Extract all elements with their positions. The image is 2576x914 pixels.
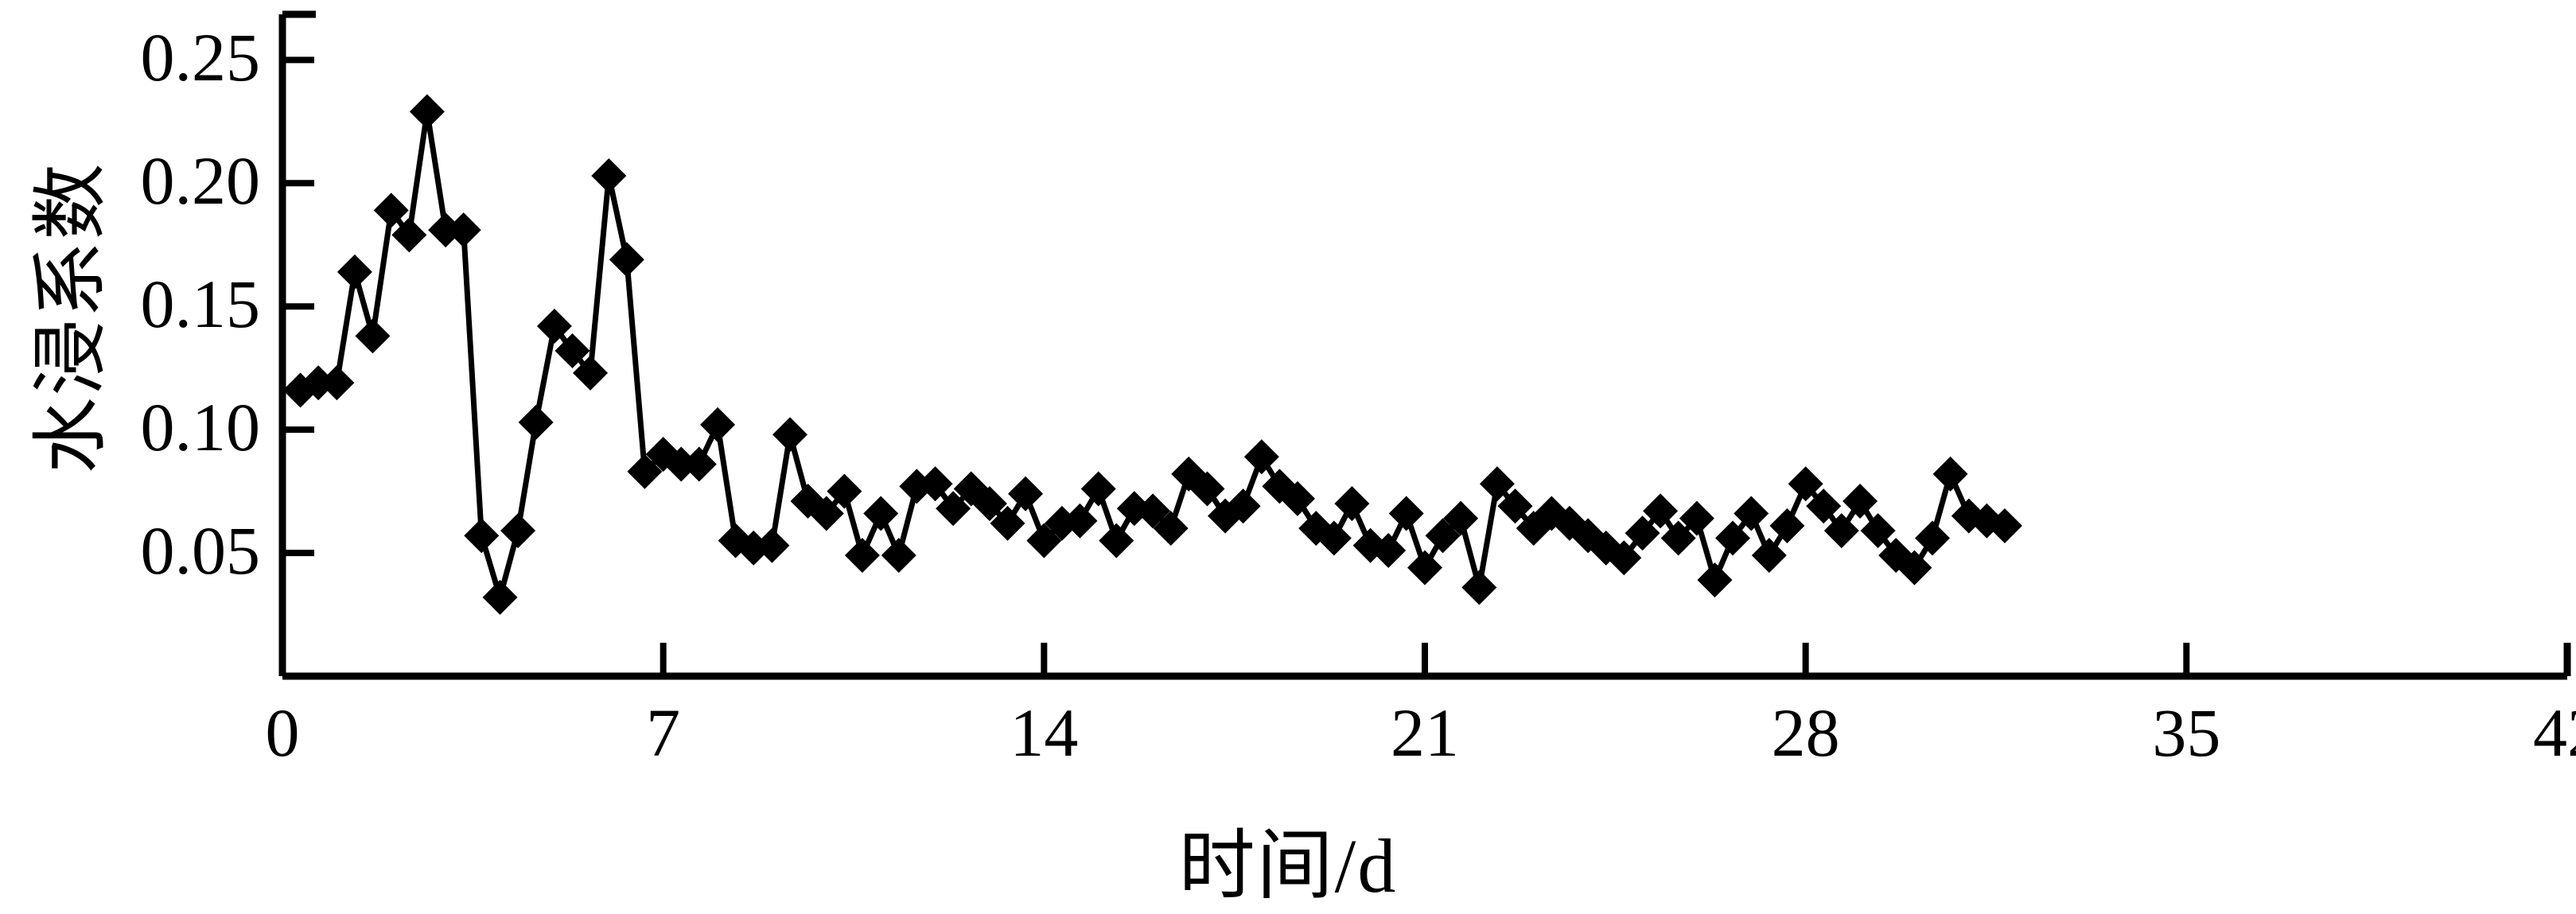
data-point-marker	[863, 496, 899, 531]
data-point-marker	[301, 365, 337, 401]
data-point-marker	[446, 212, 481, 248]
data-point-marker	[573, 355, 609, 391]
data-point-marker	[1334, 486, 1370, 522]
data-point-marker	[1425, 518, 1461, 554]
data-point-marker	[500, 513, 536, 549]
data-point-marker	[1606, 540, 1642, 576]
data-point-marker	[790, 483, 826, 519]
data-point-marker	[1225, 488, 1261, 524]
x-axis-title: 时间/d	[1178, 823, 1398, 908]
y-tick-label: 0.10	[140, 389, 261, 466]
data-point-marker	[827, 473, 862, 509]
data-point-marker	[1751, 538, 1787, 574]
data-point-marker	[555, 333, 590, 368]
data-point-marker	[754, 527, 790, 563]
data-point-marker	[1860, 513, 1896, 549]
data-point-marker	[1897, 550, 1932, 585]
data-point-marker	[337, 254, 372, 290]
x-tick-label: 21	[1391, 694, 1459, 771]
data-point-marker	[844, 538, 880, 574]
x-tick-label: 28	[1771, 694, 1840, 771]
data-point-marker	[936, 491, 971, 527]
data-point-marker	[373, 193, 409, 228]
data-point-marker	[1625, 515, 1660, 551]
data-point-marker	[482, 579, 518, 615]
data-point-marker	[1986, 508, 2022, 543]
y-tick-label: 0.20	[140, 142, 261, 220]
data-point-marker	[409, 94, 445, 130]
data-series-markers	[282, 94, 2022, 615]
data-point-marker	[1026, 523, 1062, 558]
data-point-marker	[681, 446, 717, 482]
data-point-marker	[1643, 493, 1679, 529]
data-point-marker	[1843, 483, 1878, 519]
data-point-marker	[1715, 520, 1751, 556]
data-point-marker	[355, 318, 391, 354]
data-point-marker	[1279, 480, 1315, 516]
data-point-marker	[917, 466, 953, 502]
data-point-marker	[663, 446, 699, 482]
data-point-marker	[1660, 520, 1696, 556]
data-point-marker	[1679, 500, 1714, 536]
data-point-marker	[1932, 456, 1968, 492]
data-point-marker	[1407, 550, 1442, 585]
data-point-marker	[627, 453, 663, 489]
data-point-marker	[1806, 488, 1842, 524]
data-point-marker	[772, 417, 807, 453]
data-point-marker	[1788, 466, 1823, 502]
x-tick-label: 42	[2533, 694, 2576, 771]
data-point-marker	[464, 518, 500, 554]
data-point-marker	[428, 212, 464, 248]
data-point-marker	[1371, 532, 1407, 568]
data-point-marker	[808, 496, 844, 531]
data-point-marker	[990, 505, 1025, 541]
data-point-marker	[1080, 471, 1116, 507]
data-point-marker	[1388, 496, 1424, 531]
data-point-marker	[1823, 513, 1859, 549]
x-tick-label: 35	[2152, 694, 2221, 771]
x-tick-label: 14	[1010, 694, 1079, 771]
data-point-marker	[1479, 466, 1515, 502]
x-tick-label: 0	[265, 694, 300, 771]
x-tick-label: 7	[646, 694, 681, 771]
data-point-marker	[591, 158, 627, 193]
y-tick-label: 0.15	[140, 266, 261, 343]
data-point-marker	[1914, 520, 1950, 556]
data-point-marker	[881, 538, 916, 574]
data-point-marker	[700, 406, 736, 442]
y-tick-label: 0.25	[140, 19, 261, 96]
data-point-marker	[1497, 488, 1533, 524]
data-point-marker	[391, 217, 427, 253]
data-point-marker	[1316, 520, 1352, 556]
data-point-marker	[1461, 570, 1497, 605]
data-point-marker	[1008, 476, 1044, 511]
data-point-marker	[536, 308, 572, 344]
data-point-marker	[1189, 471, 1225, 507]
tick-marks	[282, 56, 2190, 676]
data-point-marker	[1153, 511, 1189, 546]
data-point-marker	[1734, 496, 1769, 531]
data-point-marker	[1099, 523, 1134, 558]
data-point-marker	[1697, 562, 1733, 598]
data-point-marker	[1443, 500, 1479, 536]
data-point-marker	[518, 404, 554, 440]
data-point-marker	[1135, 493, 1171, 529]
data-point-marker	[1769, 508, 1805, 543]
data-point-marker	[1062, 503, 1098, 539]
data-point-marker	[971, 486, 1007, 522]
data-point-marker	[319, 365, 355, 401]
data-point-marker	[1243, 439, 1279, 475]
y-tick-label: 0.05	[140, 512, 261, 589]
data-point-marker	[609, 242, 644, 278]
